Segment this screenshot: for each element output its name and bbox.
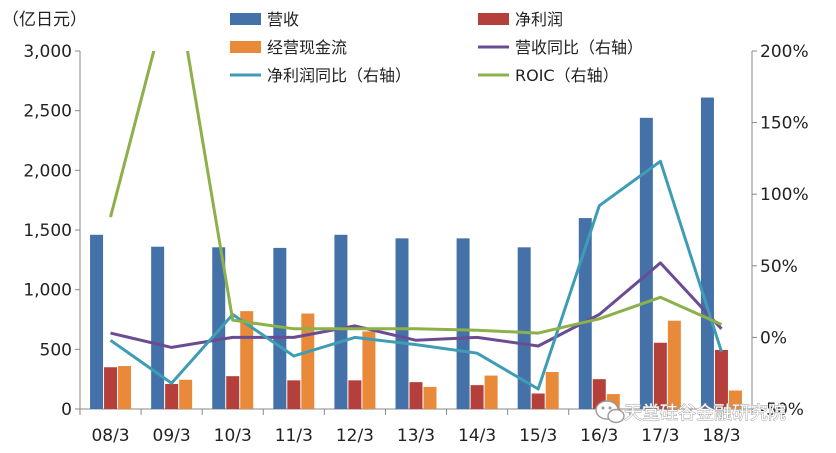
bar-revenue [334, 234, 348, 409]
x-tick-label: 15/3 [519, 426, 557, 446]
revenue-yoy-line [110, 261, 723, 349]
bars [90, 97, 742, 410]
lines [109, 51, 723, 391]
bar-net-profit [409, 382, 423, 409]
legend-swatch [478, 13, 509, 25]
bar-revenue [639, 117, 653, 410]
legend-label: 净利润 [515, 10, 563, 29]
x-tick-label: 13/3 [397, 426, 435, 446]
y-tick-label: 0 [61, 400, 72, 420]
legend-net-profit-yoy: 净利润同比（右轴） [230, 66, 411, 85]
y2-tick-label: 200% [760, 42, 809, 62]
y-tick-label: 1,000 [23, 281, 72, 301]
bar-operating-cashflow [240, 311, 254, 409]
watermark-text: 天堂硅谷金融研究院 [624, 403, 786, 424]
bar-operating-cashflow [484, 375, 498, 409]
y-tick-label: 2,500 [23, 102, 72, 122]
net-profit-yoy-line [109, 159, 723, 391]
legend-roic: ROIC（右轴） [478, 66, 619, 85]
legend-net-profit: 净利润 [478, 10, 563, 29]
legend-label: 营收同比（右轴） [515, 38, 643, 57]
bar-operating-cashflow [362, 331, 376, 409]
wechat-icon [595, 400, 625, 424]
bar-operating-cashflow [423, 386, 437, 409]
bar-revenue [90, 234, 104, 409]
bar-operating-cashflow [667, 320, 681, 409]
x-tick-label: 16/3 [580, 426, 618, 446]
bar-net-profit [226, 376, 240, 409]
y-tick-label: 3,000 [23, 42, 72, 62]
bar-net-profit [104, 367, 118, 409]
bar-operating-cashflow [728, 390, 742, 409]
y-tick-label: 500 [40, 340, 72, 360]
tick-labels: 0 500 1,000 1,500 2,000 2,500 3,000 -50% 0% 50% 10… [23, 42, 808, 446]
bar-net-profit [348, 380, 362, 409]
x-tick-label: 11/3 [275, 426, 313, 446]
bar-net-profit [531, 393, 545, 409]
bar-net-profit [653, 342, 667, 409]
x-tick-label: 09/3 [153, 426, 191, 446]
legend-swatch [230, 13, 261, 25]
legend-revenue-yoy: 营收同比（右轴） [478, 38, 643, 57]
x-tick-label: 08/3 [91, 426, 129, 446]
bar-net-profit [470, 385, 484, 409]
y-tick-label: 1,500 [23, 221, 72, 241]
bar-net-profit [287, 380, 301, 409]
y-tick-label: 2,000 [23, 161, 72, 181]
y2-tick-label: 0% [760, 328, 787, 348]
legend-operating-cashflow: 经营现金流 [230, 38, 347, 57]
x-tick-label: 10/3 [214, 426, 252, 446]
x-tick-label: 17/3 [641, 426, 679, 446]
watermark: 天堂硅谷金融研究院 [595, 400, 786, 424]
legend-label: 净利润同比（右轴） [267, 66, 411, 85]
bar-revenue [517, 247, 531, 409]
legend-label: 营收 [267, 10, 299, 29]
bar-revenue [395, 238, 409, 409]
y2-tick-label: 150% [760, 114, 809, 134]
bar-revenue [456, 238, 470, 409]
bar-operating-cashflow [545, 372, 559, 409]
bar-revenue [578, 218, 592, 409]
unit-label: （亿日元） [2, 10, 87, 30]
y2-tick-label: 100% [760, 185, 809, 205]
bar-operating-cashflow [179, 379, 193, 409]
legend-swatch [230, 41, 261, 53]
legend-revenue: 营收 [230, 10, 299, 29]
bar-revenue [700, 97, 714, 409]
bar-operating-cashflow [118, 366, 132, 409]
x-tick-label: 14/3 [458, 426, 496, 446]
x-tick-label: 12/3 [336, 426, 374, 446]
roic-line [109, 51, 723, 335]
bar-revenue [273, 247, 287, 409]
bar-net-profit [165, 383, 179, 409]
bar-operating-cashflow [301, 313, 315, 409]
legend-label: 经营现金流 [267, 38, 347, 57]
y2-tick-label: 50% [760, 257, 798, 277]
bar-net-profit [714, 349, 728, 409]
legend-label: ROIC（右轴） [515, 66, 619, 85]
y2-tick-label: -50% [760, 400, 804, 420]
bar-revenue [151, 246, 165, 409]
x-tick-label: 18/3 [702, 426, 740, 446]
